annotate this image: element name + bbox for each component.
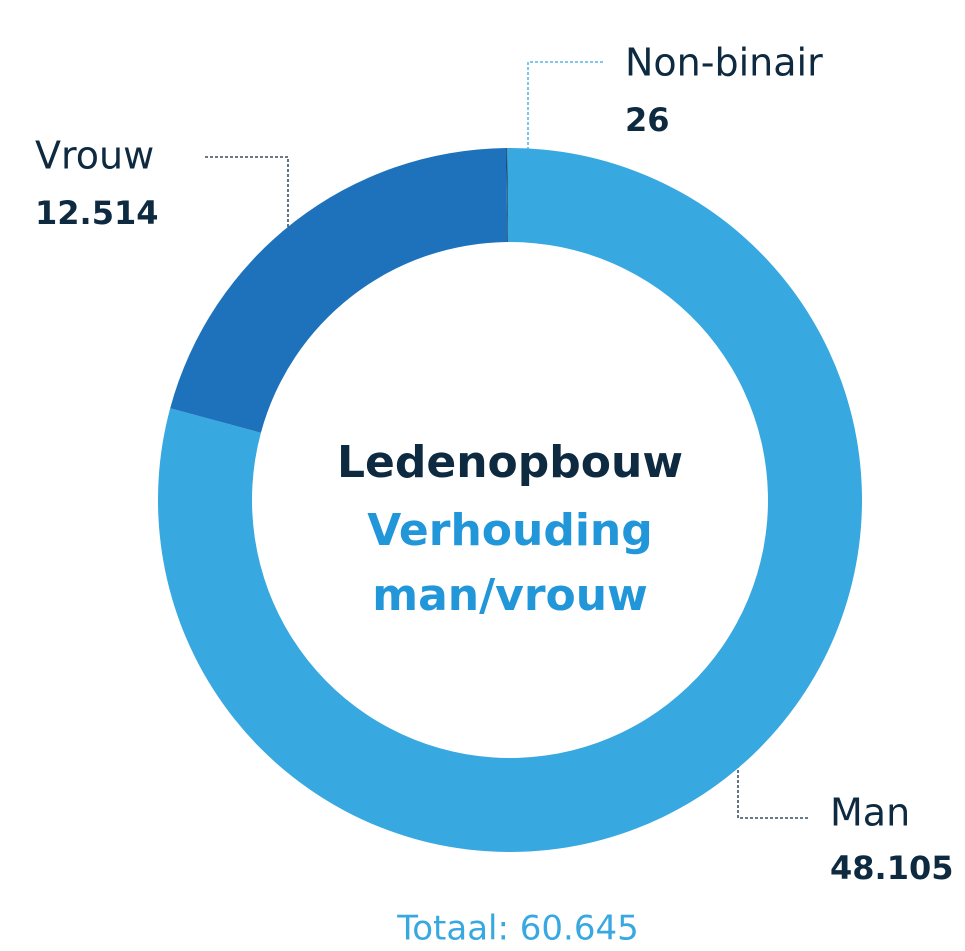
- donut-slice: [170, 148, 508, 433]
- total-label: Totaal: 60.645: [396, 909, 638, 949]
- value-label: 26: [625, 101, 670, 139]
- category-label: Vrouw: [35, 134, 154, 178]
- category-label: Man: [830, 791, 910, 835]
- leader-line: [527, 61, 605, 190]
- chart-title: Ledenopbouw: [337, 437, 683, 488]
- chart-subtitle: Verhouding: [367, 505, 652, 556]
- value-label: 48.105: [830, 849, 953, 887]
- leader-line: [737, 715, 810, 819]
- chart-subtitle: man/vrouw: [372, 570, 648, 621]
- value-label: 12.514: [35, 194, 158, 232]
- donut-slice: [506, 148, 508, 243]
- category-label: Non-binair: [625, 41, 823, 85]
